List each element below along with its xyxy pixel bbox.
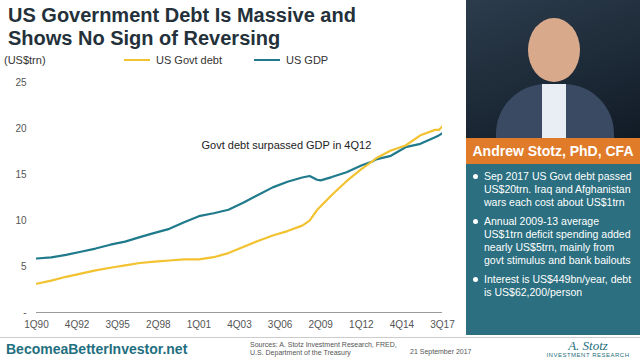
html-text:Andrew Stotz, PhD, CFA: Andrew Stotz, PhD, CFA	[472, 143, 634, 159]
html-text:BecomeaBetterInvestor.net: BecomeaBetterInvestor.net	[6, 341, 188, 357]
svg-text:4Q14: 4Q14	[390, 319, 415, 330]
svg-text:20: 20	[15, 123, 27, 134]
svg-text:3Q95: 3Q95	[105, 319, 130, 330]
svg-text:3Q06: 3Q06	[268, 319, 293, 330]
html-text:US Government Debt Is Massive: US Government Debt Is Massive and Shows …	[8, 4, 356, 49]
html-text:Sep 2017 US Govt debt passed U: Sep 2017 US Govt debt passed US$20trn. I…	[484, 170, 632, 208]
html-text:Sources: A. Stotz Investment R: Sources: A. Stotz Investment Research, F…	[250, 341, 397, 356]
svg-text:10: 10	[15, 215, 27, 226]
html-text:Annual 2009-13 average US$1trn: Annual 2009-13 average US$1trn deficit s…	[484, 215, 631, 266]
html-text:INVESTMENT RESEARCH: INVESTMENT RESEARCH	[546, 352, 630, 358]
svg-text:Govt debt surpassed GDP in 4Q1: Govt debt surpassed GDP in 4Q12	[202, 139, 372, 151]
svg-text:-: -	[23, 307, 26, 318]
svg-text:5: 5	[21, 261, 27, 272]
svg-text:15: 15	[15, 169, 27, 180]
svg-text:4Q92: 4Q92	[65, 319, 90, 330]
svg-text:1Q01: 1Q01	[187, 319, 212, 330]
svg-text:3Q17: 3Q17	[430, 319, 455, 330]
html-text:(US$trn): (US$trn)	[4, 54, 46, 66]
html-text:US GDP: US GDP	[286, 54, 329, 66]
svg-text:1Q12: 1Q12	[349, 319, 374, 330]
svg-text:4Q03: 4Q03	[227, 319, 252, 330]
svg-text:2Q98: 2Q98	[146, 319, 171, 330]
svg-text:1Q90: 1Q90	[24, 319, 49, 330]
html-text:A. Stotz: A. Stotz	[568, 338, 608, 353]
svg-text:25: 25	[15, 77, 27, 88]
html-text:21 September 2017: 21 September 2017	[410, 348, 472, 355]
html-text:US Govt debt: US Govt debt	[156, 54, 222, 66]
html-text:Interest is US$449bn/year, deb: Interest is US$449bn/year, debt is US$62…	[484, 273, 632, 298]
svg-text:2Q09: 2Q09	[308, 319, 333, 330]
